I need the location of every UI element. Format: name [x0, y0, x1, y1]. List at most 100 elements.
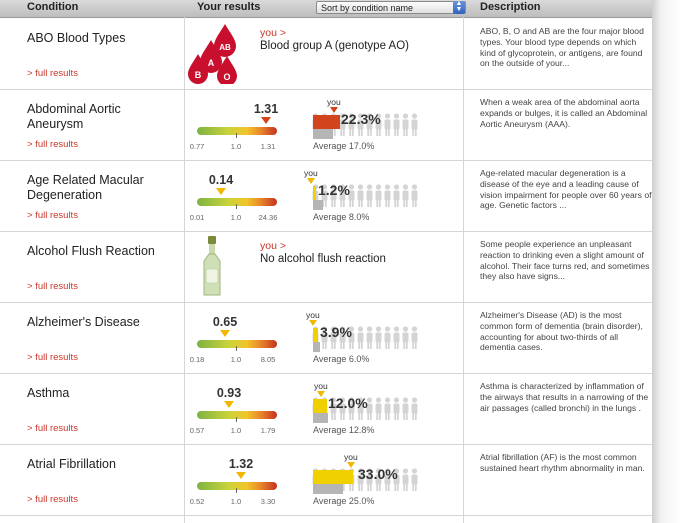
gauge-mid-label: 1.0 [230, 355, 242, 364]
you-marker-icon [317, 391, 325, 397]
risk-gauge-bar [197, 127, 277, 135]
column-divider [463, 17, 464, 523]
sort-select[interactable]: Sort by condition name ▲ ▼ [316, 0, 466, 14]
you-label: you [344, 452, 358, 462]
gauge-min-label: 0.77 [189, 142, 205, 151]
right-background [652, 0, 700, 523]
condition-name: Alzheimer's Disease [27, 315, 140, 329]
select-arrows-icon: ▲ ▼ [453, 0, 465, 14]
your-risk-bar [313, 186, 316, 200]
gauge-min-label: 0.57 [189, 426, 205, 435]
gauge-min-label: 0.01 [189, 213, 205, 222]
average-risk-label: Average 25.0% [313, 496, 375, 506]
average-risk-bar [313, 129, 334, 139]
you-label: you [327, 97, 341, 107]
header-condition: Condition [27, 1, 79, 13]
average-risk-label: Average 6.0% [313, 354, 370, 364]
gauge-marker-icon [261, 117, 271, 124]
average-risk-bar [313, 200, 323, 210]
full-results-link[interactable]: > full results [27, 423, 78, 434]
full-results-link[interactable]: > full results [27, 139, 78, 150]
your-risk-percent: 22.3% [341, 111, 381, 127]
table-row: Asthma > full results Asthma is characte… [0, 373, 652, 445]
condition-name: Asthma [27, 386, 70, 400]
condition-name: Abdominal Aortic Aneurysm [27, 102, 121, 131]
gauge-midpoint-tick [236, 488, 237, 493]
gauge-max-label: 24.36 [258, 213, 278, 222]
full-results-link[interactable]: > full results [27, 68, 78, 79]
you-label: you > [260, 240, 286, 252]
risk-gauge-bar [197, 340, 277, 348]
blood-icon-label: A [208, 58, 215, 68]
you-label: you [304, 168, 318, 178]
full-results-link[interactable]: > full results [27, 281, 78, 292]
table-row: ABO Blood Types > full results AB A B O … [0, 18, 652, 90]
you-label: you [306, 310, 320, 320]
table-row: Abdominal Aortic Aneurysm > full results… [0, 89, 652, 161]
your-risk-percent: 33.0% [358, 466, 398, 482]
blood-icon-label: AB [219, 43, 231, 52]
average-risk-label: Average 8.0% [313, 212, 370, 222]
gauge-midpoint-tick [236, 417, 237, 422]
condition-name: ABO Blood Types [27, 31, 126, 45]
your-risk-percent: 1.2% [318, 182, 350, 198]
blood-icon-label: B [195, 70, 202, 80]
gauge-marker-icon [224, 401, 234, 408]
table-row: Atrial Fibrillation > full results Atria… [0, 444, 652, 516]
average-risk-bar [313, 413, 329, 423]
you-marker-icon [347, 462, 355, 468]
header-your-results: Your results [197, 1, 261, 13]
full-results-link[interactable]: > full results [27, 494, 78, 505]
table-row: Alzheimer's Disease > full results Alzhe… [0, 302, 652, 374]
gauge-mid-label: 1.0 [230, 213, 242, 222]
condition-name: Age Related Macular Degeneration [27, 173, 144, 202]
full-results-link[interactable]: > full results [27, 352, 78, 363]
you-marker-icon [309, 320, 317, 326]
average-risk-bar [313, 484, 343, 494]
description-text: When a weak area of the abdominal aorta … [480, 97, 648, 129]
odds-ratio-value: 1.31 [253, 102, 279, 116]
gauge-marker-icon [236, 472, 246, 479]
risk-gauge-bar [197, 198, 277, 206]
gauge-min-label: 0.52 [189, 497, 205, 506]
gauge-max-label: 3.30 [260, 497, 276, 506]
condition-name: Atrial Fibrillation [27, 457, 116, 471]
gauge-mid-label: 1.0 [230, 426, 242, 435]
gauge-min-label: 0.18 [189, 355, 205, 364]
bottle-icon [203, 236, 221, 296]
header-description: Description [480, 1, 541, 13]
average-risk-label: Average 12.8% [313, 425, 375, 435]
you-label: you > [260, 27, 286, 39]
blood-drops-icon: AB A B O [188, 24, 237, 84]
description-text: Atrial fibrillation (AF) is the most com… [480, 452, 645, 473]
result-text: No alcohol flush reaction [260, 253, 386, 265]
description-text: Age-related macular degeneration is a di… [480, 168, 652, 211]
column-divider [184, 17, 185, 523]
odds-ratio-value: 0.14 [208, 173, 234, 187]
average-risk-bar [313, 342, 321, 352]
gauge-midpoint-tick [236, 346, 237, 351]
gauge-mid-label: 1.0 [230, 142, 242, 151]
you-marker-icon [307, 178, 315, 184]
risk-gauge-bar [197, 411, 277, 419]
condition-name: Alcohol Flush Reaction [27, 244, 155, 258]
your-risk-percent: 3.9% [320, 324, 352, 340]
population-people-icon [312, 326, 432, 352]
gauge-marker-icon [216, 188, 226, 195]
table-row: Alcohol Flush Reaction > full results yo… [0, 231, 652, 303]
table-row: Age Related Macular Degeneration > full … [0, 160, 652, 232]
average-risk-label: Average 17.0% [313, 141, 375, 151]
description-text: Asthma is characterized by inflammation … [480, 381, 649, 413]
you-marker-icon [330, 107, 338, 113]
your-risk-percent: 12.0% [328, 395, 368, 411]
odds-ratio-value: 0.65 [212, 315, 238, 329]
your-risk-bar [313, 470, 353, 484]
gauge-max-label: 8.05 [260, 355, 276, 364]
gauge-midpoint-tick [236, 204, 237, 209]
full-results-link[interactable]: > full results [27, 210, 78, 221]
gauge-mid-label: 1.0 [230, 497, 242, 506]
gauge-max-label: 1.79 [260, 426, 276, 435]
result-text: Blood group A (genotype AO) [260, 40, 409, 52]
table-header: Condition Your results Sort by condition… [0, 0, 652, 18]
you-label: you [314, 381, 328, 391]
